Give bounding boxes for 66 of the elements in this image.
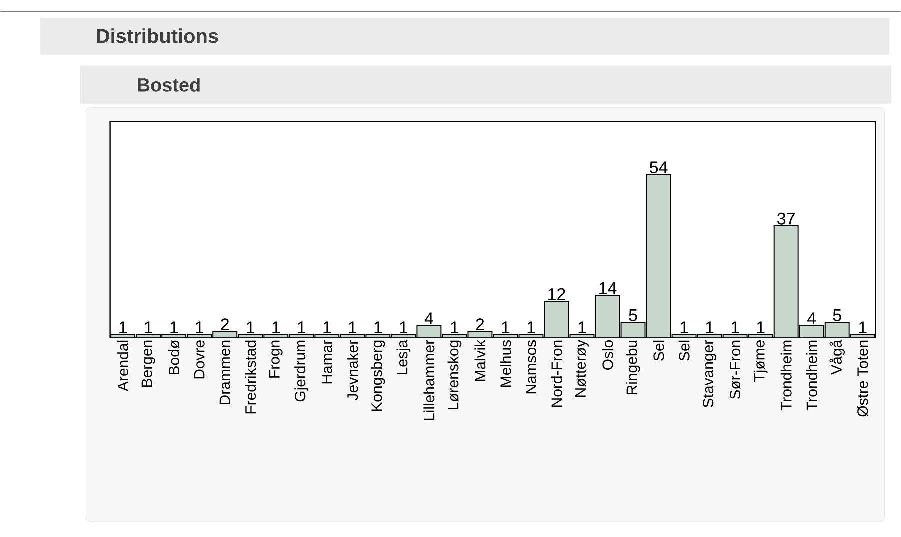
data-label: 1 xyxy=(298,322,306,334)
data-label: 2 xyxy=(476,318,484,331)
data-label: 1 xyxy=(706,322,714,334)
data-label: 1 xyxy=(272,322,280,334)
x-tick-label: Oslo xyxy=(602,340,614,370)
data-label: 5 xyxy=(833,310,842,322)
data-label: 1 xyxy=(349,322,357,334)
data-label: 1 xyxy=(145,322,152,334)
data-label: 5 xyxy=(629,310,638,322)
data-label: 14 xyxy=(600,282,617,294)
data-label: 1 xyxy=(680,322,688,334)
data-label: 1 xyxy=(247,322,255,334)
x-tick-label: Drammen xyxy=(220,341,230,405)
x-tick-label: Bodø xyxy=(168,340,180,375)
data-label: 54 xyxy=(650,162,668,174)
x-tick-label: Kongsberg xyxy=(371,341,386,412)
x-tick-label: Stavanger xyxy=(703,340,717,408)
data-label: 4 xyxy=(424,312,434,325)
x-tick-label: Østre Toten xyxy=(857,341,868,418)
data-label: 1 xyxy=(196,322,204,334)
bar xyxy=(646,174,671,338)
data-label: 1 xyxy=(578,322,586,334)
data-label: 1 xyxy=(374,322,382,334)
data-label: 1 xyxy=(400,322,408,334)
data-label: 1 xyxy=(451,322,459,334)
x-tick-label: Ringebu xyxy=(626,341,640,395)
bar xyxy=(774,226,798,338)
x-tick-label: Lillehammer xyxy=(424,340,435,421)
x-tick-label: Gjerdrum xyxy=(294,341,309,402)
x-tick-label: Sel xyxy=(653,341,664,362)
x-tick-label: Dovre xyxy=(194,340,205,379)
data-label: 1 xyxy=(859,322,867,334)
data-label: 1 xyxy=(502,322,510,334)
x-tick-label: Fredrikstad xyxy=(245,341,256,414)
x-tick-label: Jevnaker xyxy=(347,340,358,401)
data-label: 1 xyxy=(757,322,765,334)
data-label: 2 xyxy=(221,318,229,331)
data-label: 1 xyxy=(324,322,332,334)
x-tick-label: Trondheim xyxy=(780,341,792,411)
x-tick-label: Hamar xyxy=(322,340,332,384)
data-label: 12 xyxy=(548,288,566,301)
data-label: 1 xyxy=(120,322,127,334)
data-label: 37 xyxy=(778,213,795,226)
x-tick-label: Bergen xyxy=(142,341,156,388)
x-tick-label: Arendal xyxy=(118,341,129,392)
x-tick-label: Namsos xyxy=(526,340,536,394)
x-tick-label: Vågå xyxy=(830,340,845,376)
x-tick-label: Nord-Fron xyxy=(551,341,562,408)
data-label: 1 xyxy=(528,322,536,334)
bar xyxy=(544,302,569,338)
chart-subtitle: Bosted xyxy=(138,78,200,92)
data-label: 1 xyxy=(732,322,740,334)
x-tick-label: Lesja xyxy=(396,340,411,375)
x-tick-label: Sør-Fron xyxy=(730,341,741,400)
data-label: 4 xyxy=(808,312,816,325)
x-tick-label: Malvik xyxy=(474,340,486,382)
chart-title: Distributions xyxy=(97,28,218,44)
x-tick-label: Nøtterøy xyxy=(576,340,589,398)
data-label: 1 xyxy=(170,322,178,334)
x-tick-label: Frogn xyxy=(269,341,283,378)
x-tick-label: Lørenskog xyxy=(448,341,462,410)
x-tick-label: Melhus xyxy=(500,340,512,388)
x-tick-label: Sel xyxy=(678,341,690,362)
x-tick-label: Tjøme xyxy=(754,340,768,382)
bar xyxy=(596,296,620,338)
x-tick-label: Trondheim xyxy=(806,341,818,411)
